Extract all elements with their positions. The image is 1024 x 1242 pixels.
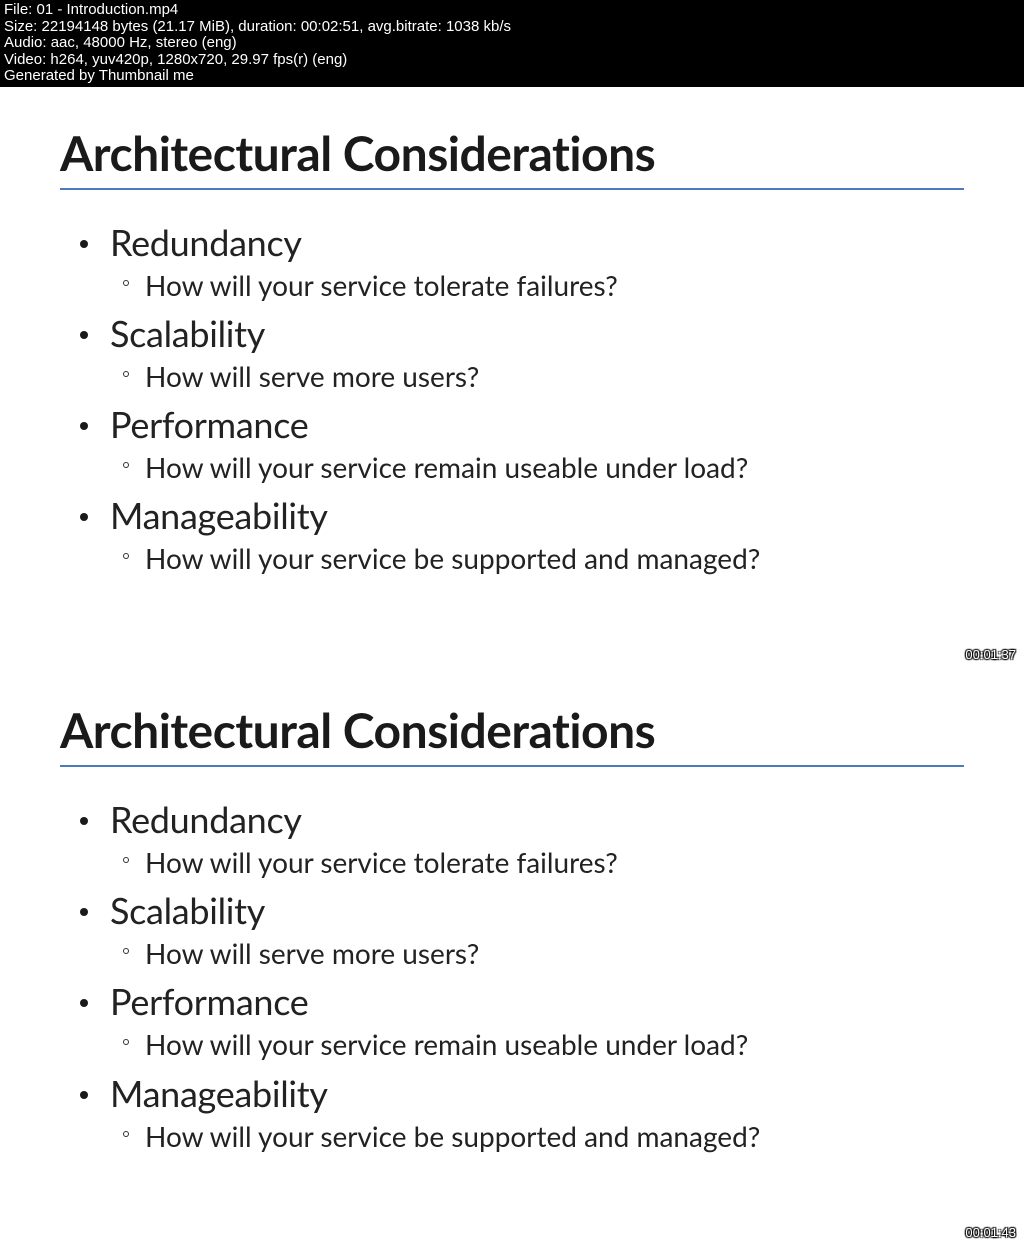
circle-bullet-icon [123,1039,129,1045]
list-item: Redundancy How will your service tolerat… [90,797,964,882]
list-item: Scalability How will serve more users? [90,311,964,396]
item-title: Manageability [90,493,964,537]
frame-timestamp: 00:01:43 [965,1225,1016,1240]
bullet-icon [80,240,88,248]
bullet-list: Redundancy How will your service tolerat… [60,797,964,1156]
thumbnail-frame: Architectural Considerations Redundancy … [0,87,1024,665]
list-item: Scalability How will serve more users? [90,888,964,973]
circle-bullet-icon [123,857,129,863]
list-item: Manageability How will your service be s… [90,1071,964,1156]
list-item: Performance How will your service remain… [90,979,964,1064]
sub-item: How will your service remain useable und… [145,1025,964,1064]
bullet-icon [80,513,88,521]
sub-item: How will your service be supported and m… [145,1117,964,1156]
sub-item-text: How will your service be supported and m… [145,541,760,575]
sub-item-text: How will serve more users? [145,936,479,970]
slide-title: Architectural Considerations [60,125,964,190]
item-title: Redundancy [90,797,964,841]
bullet-icon [80,908,88,916]
thumbnail-frame: Architectural Considerations Redundancy … [0,664,1024,1242]
item-title: Scalability [90,888,964,932]
bullet-icon [80,1091,88,1099]
circle-bullet-icon [123,948,129,954]
sub-item: How will your service be supported and m… [145,539,964,578]
sub-item: How will serve more users? [145,357,964,396]
bullet-icon [80,999,88,1007]
bullet-icon [80,331,88,339]
frame-timestamp: 00:01:37 [965,647,1016,662]
list-item: Performance How will your service remain… [90,402,964,487]
item-title: Scalability [90,311,964,355]
header-video-line: Video: h264, yuv420p, 1280x720, 29.97 fp… [4,52,1020,69]
bullet-icon [80,422,88,430]
sub-item-text: How will your service be supported and m… [145,1119,760,1153]
circle-bullet-icon [123,553,129,559]
sub-item: How will your service tolerate failures? [145,266,964,305]
item-title: Manageability [90,1071,964,1115]
item-title: Performance [90,402,964,446]
header-audio-line: Audio: aac, 48000 Hz, stereo (eng) [4,35,1020,52]
list-item: Redundancy How will your service tolerat… [90,220,964,305]
bullet-icon [80,817,88,825]
sub-item: How will serve more users? [145,934,964,973]
sub-item-text: How will your service tolerate failures? [145,845,618,879]
sub-item-text: How will your service remain useable und… [145,1027,748,1061]
bullet-list: Redundancy How will your service tolerat… [60,220,964,579]
circle-bullet-icon [123,462,129,468]
header-size-line: Size: 22194148 bytes (21.17 MiB), durati… [4,19,1020,36]
header-file-line: File: 01 - Introduction.mp4 [4,2,1020,19]
circle-bullet-icon [123,1131,129,1137]
circle-bullet-icon [123,280,129,286]
sub-item-text: How will your service remain useable und… [145,450,748,484]
item-title: Redundancy [90,220,964,264]
item-title: Performance [90,979,964,1023]
thumbnail-header: File: 01 - Introduction.mp4 Size: 221941… [0,0,1024,87]
sub-item: How will your service tolerate failures? [145,843,964,882]
list-item: Manageability How will your service be s… [90,493,964,578]
sub-item-text: How will serve more users? [145,359,479,393]
circle-bullet-icon [123,371,129,377]
sub-item-text: How will your service tolerate failures? [145,268,618,302]
header-generated-line: Generated by Thumbnail me [4,68,1020,85]
sub-item: How will your service remain useable und… [145,448,964,487]
slide-title: Architectural Considerations [60,702,964,767]
